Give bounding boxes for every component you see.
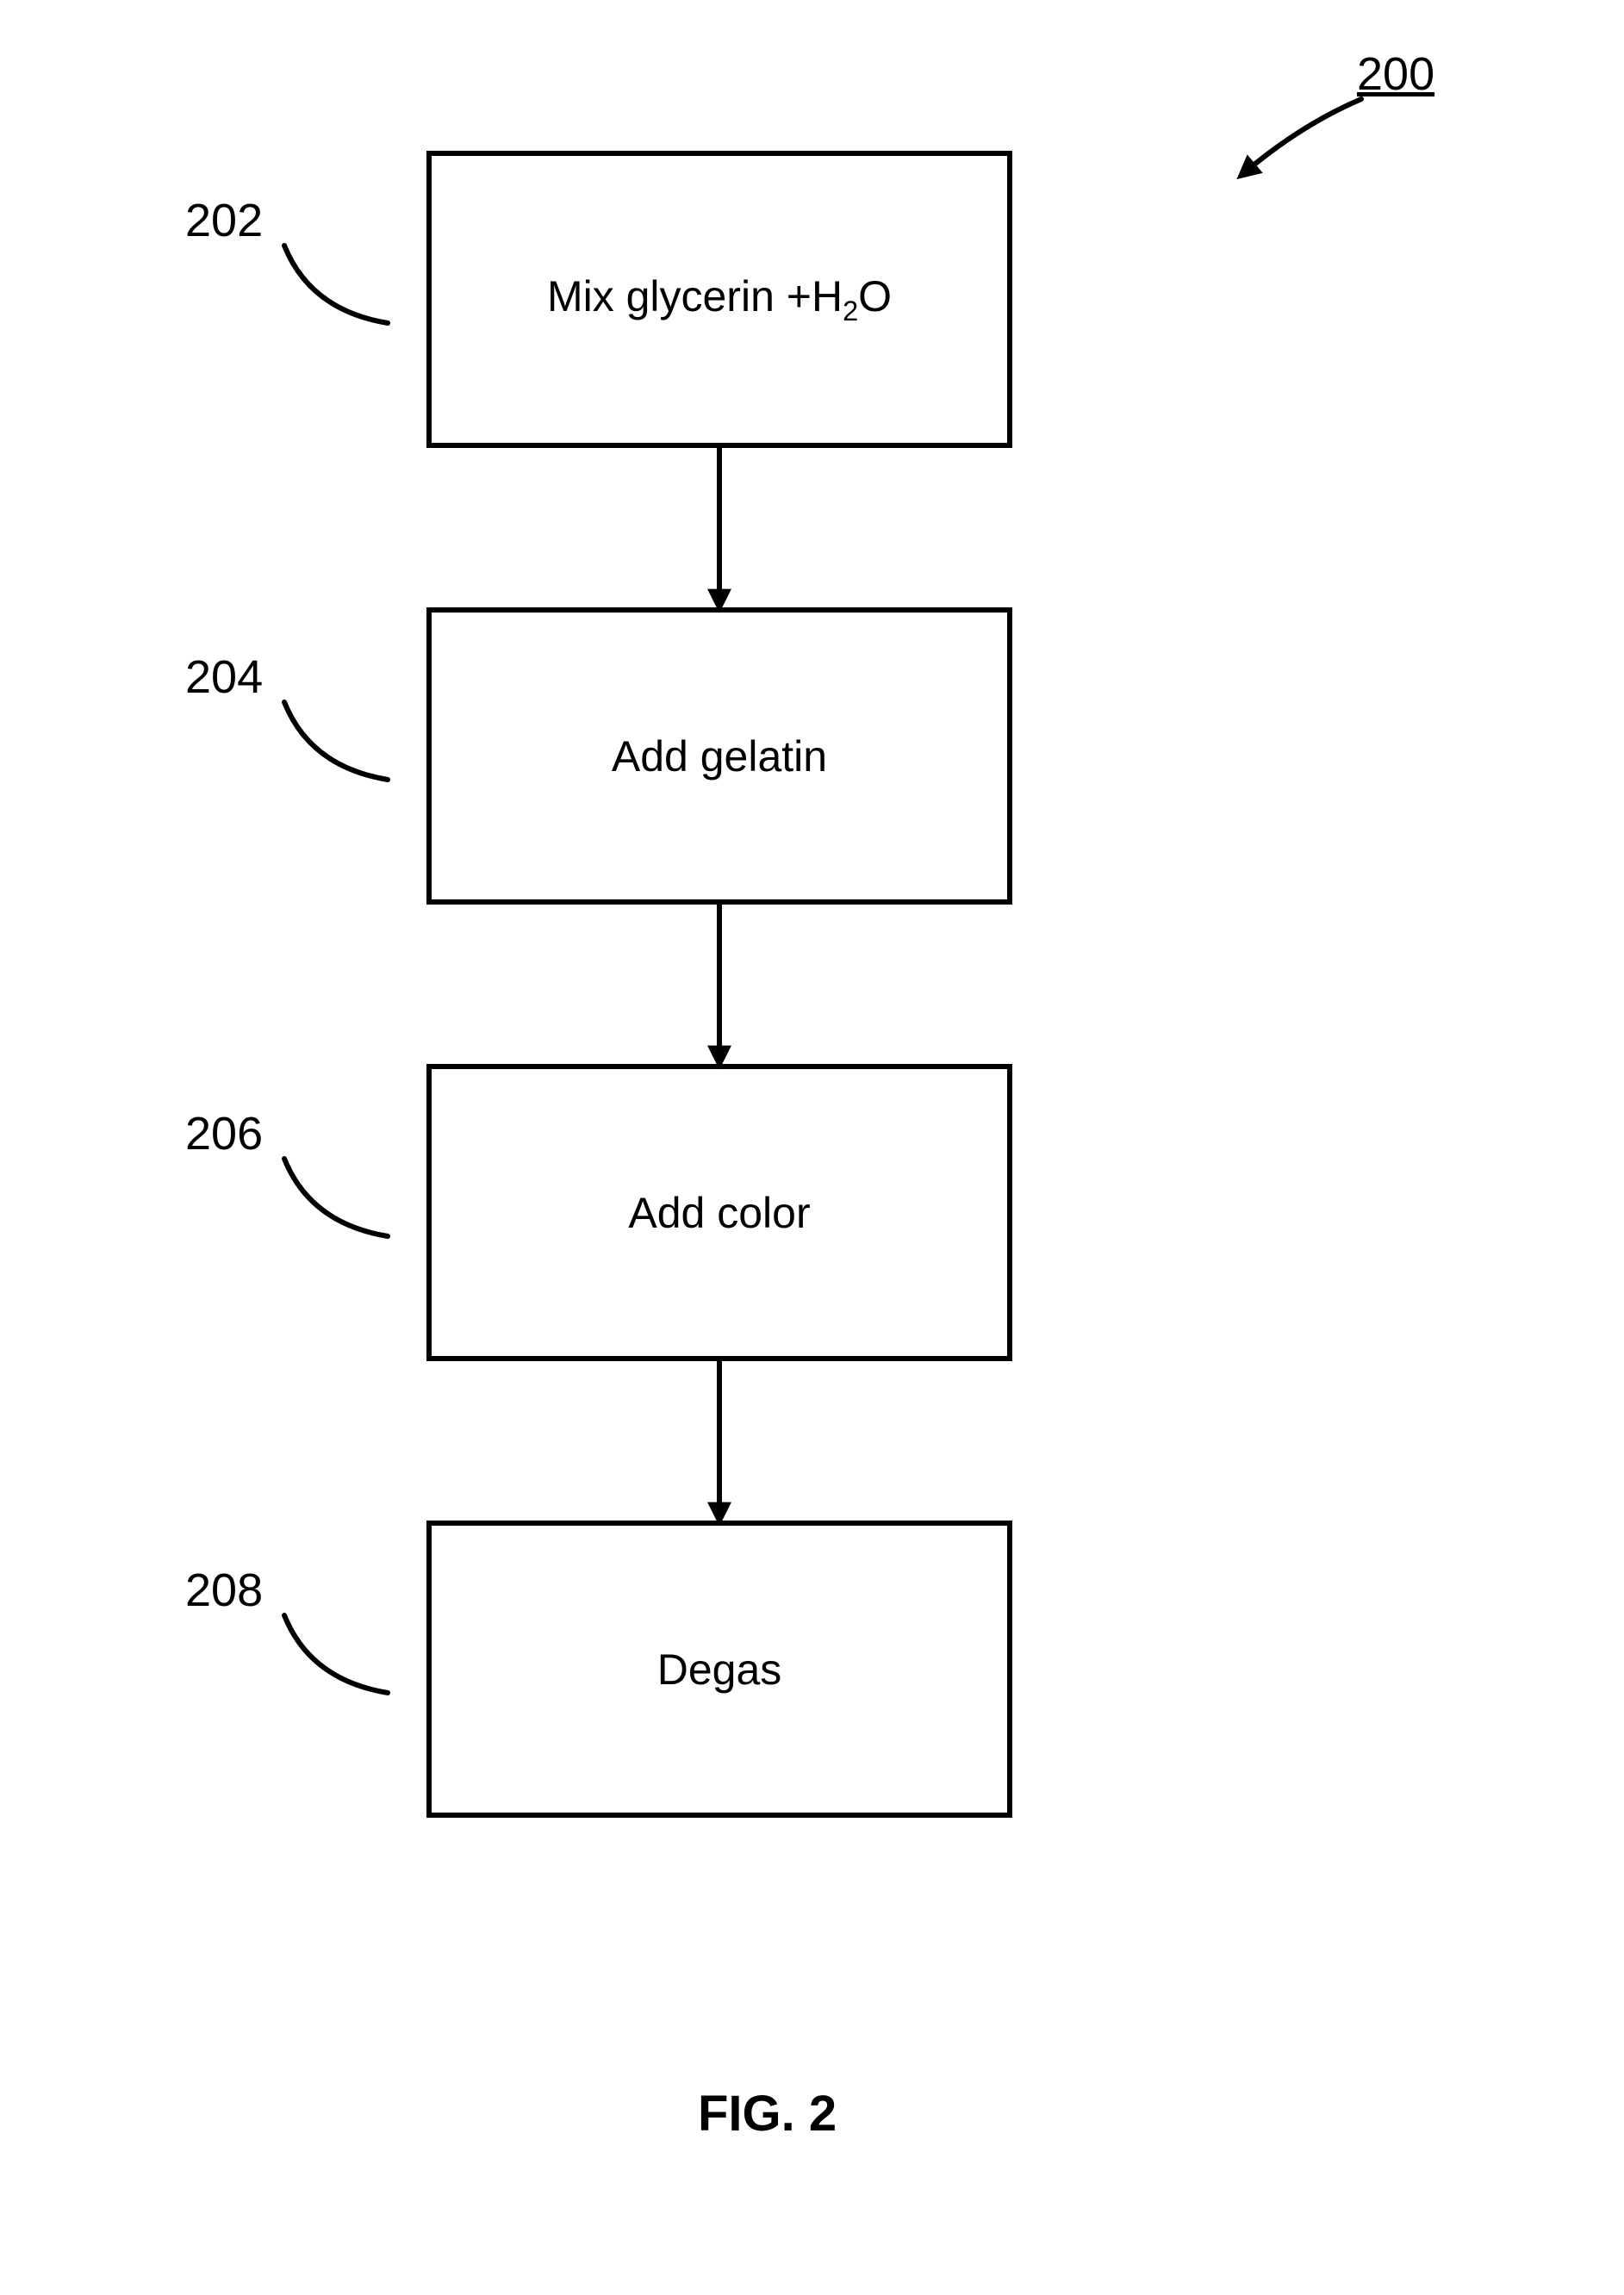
- figure-pointer-arrow: [0, 0, 1624, 2295]
- figure-caption: FIG. 2: [698, 2085, 837, 2143]
